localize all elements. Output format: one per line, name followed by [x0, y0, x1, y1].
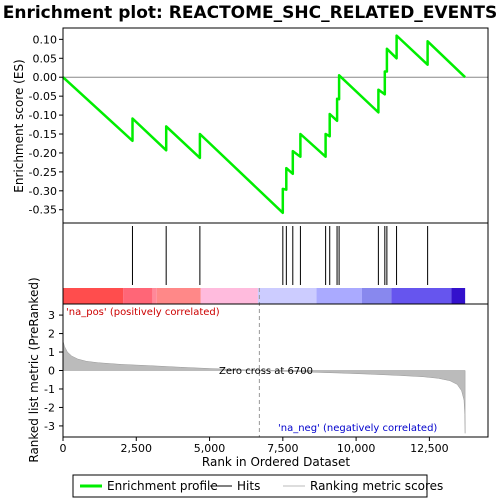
colorbar-segment: [257, 288, 317, 304]
colorbar-segment: [391, 288, 452, 304]
negative-correlation-label: 'na_neg' (negatively correlated): [278, 423, 437, 434]
x-tick-label: 2,500: [121, 442, 153, 455]
colorbar-segment: [316, 288, 362, 304]
colorbar-segment: [451, 288, 466, 304]
legend-label: Hits: [237, 479, 260, 493]
es-y-tick-label: -0.15: [29, 128, 57, 141]
x-tick-label: 10,000: [337, 442, 376, 455]
colorbar-segment: [361, 288, 392, 304]
legend-label: Ranking metric scores: [310, 479, 443, 493]
chart-title: Enrichment plot: REACTOME_SHC_RELATED_EV…: [3, 3, 498, 23]
enrichment-profile-line: [62, 34, 466, 215]
metric-y-tick-label: -3: [44, 420, 55, 433]
es-y-tick-label: 0.10: [33, 33, 58, 46]
es-y-tick-label: -0.30: [29, 185, 57, 198]
colorbar-segment: [152, 288, 157, 304]
metric-y-tick-label: -1: [44, 383, 55, 396]
x-axis-label: Rank in Ordered Dataset: [202, 455, 350, 469]
metric-panel-frame: [62, 303, 489, 438]
positive-correlation-label: 'na_pos' (positively correlated): [66, 307, 220, 318]
es-y-tick-label: 0.00: [33, 71, 58, 84]
zero-cross-label: Zero cross at 6700: [219, 366, 313, 377]
x-tick-label: 12,500: [410, 442, 449, 455]
es-y-tick-label: -0.35: [29, 204, 57, 217]
colorbar-segment: [123, 288, 153, 304]
metric-y-tick-label: 1: [48, 346, 55, 359]
colorbar-segment: [156, 288, 201, 304]
x-tick-label: 7,500: [267, 442, 299, 455]
x-tick-label: 5,000: [194, 442, 226, 455]
legend-label: Enrichment profile: [107, 479, 218, 493]
metric-y-axis-label: Ranked list metric (PreRanked): [27, 277, 41, 462]
es-y-tick-label: -0.25: [29, 166, 57, 179]
es-y-tick-label: 0.05: [33, 52, 58, 65]
legend: Enrichment profile Hits Ranking metric sco…: [72, 474, 443, 498]
metric-y-tick-label: 0: [48, 365, 55, 378]
es-y-tick-label: -0.20: [29, 147, 57, 160]
colorbar-segment: [200, 288, 258, 304]
colorbar-segment: [63, 288, 124, 304]
metric-y-tick-label: -2: [44, 401, 55, 414]
es-y-axis-label: Enrichment score (ES): [12, 59, 26, 192]
plot-layer: -0.35 -0.30 -0.25 -0.20 -0.15 -0.10 -0.05 0.00 0…: [29, 27, 489, 455]
ranking-metric-area: [62, 340, 466, 434]
metric-y-tick-label: 2: [48, 328, 55, 341]
es-panel-background: [63, 28, 488, 223]
es-y-tick-label: -0.10: [29, 109, 57, 122]
metric-y-tick-label: 3: [48, 309, 55, 322]
es-y-tick-label: -0.05: [29, 90, 57, 103]
x-tick-label: 0: [60, 442, 67, 455]
